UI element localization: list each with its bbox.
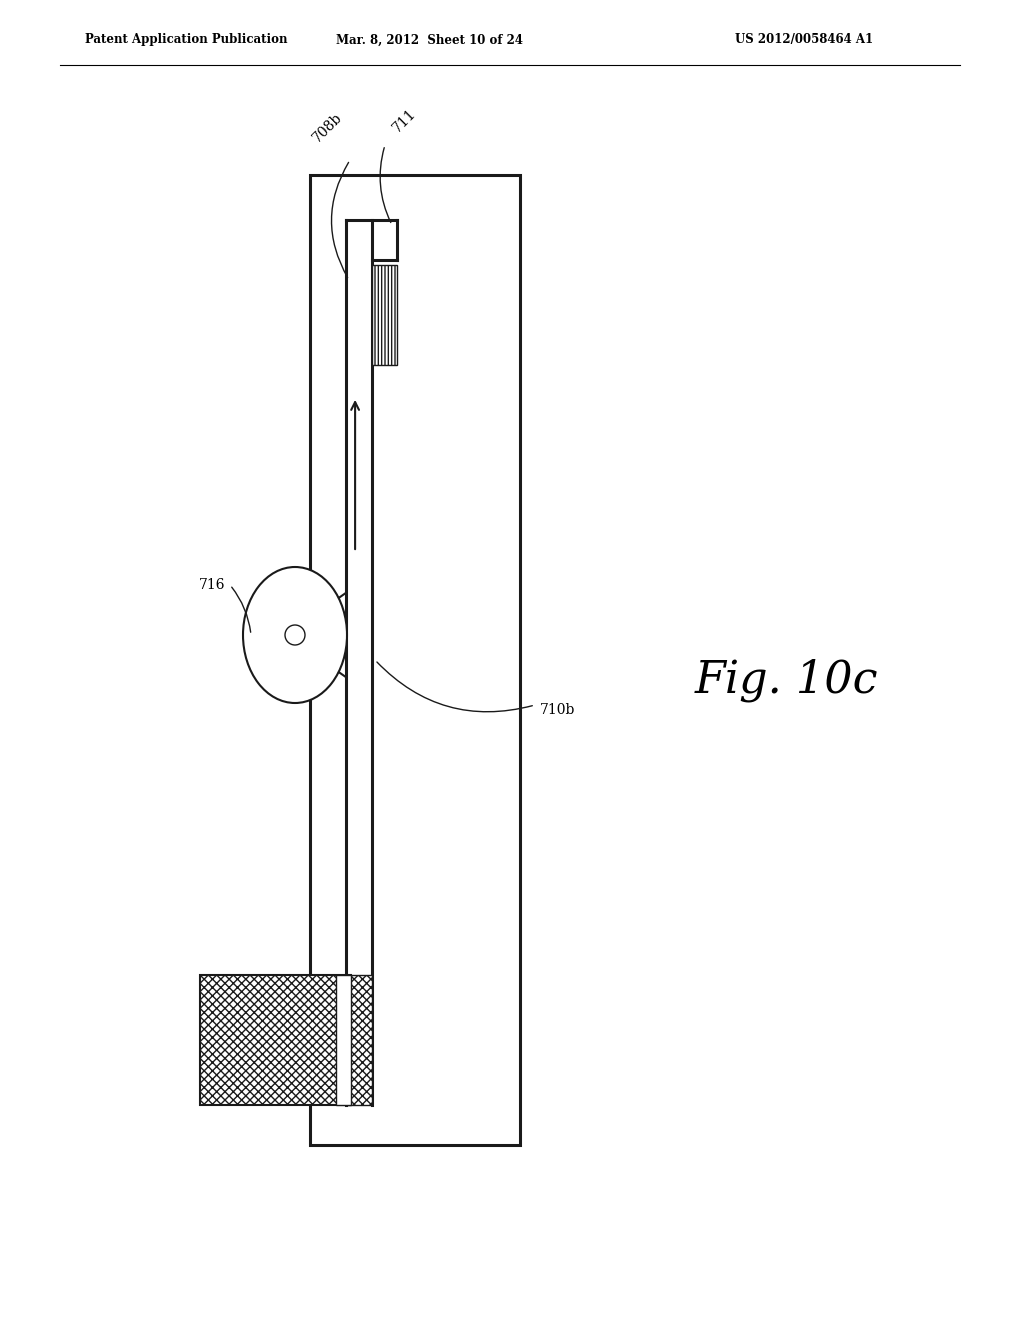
Text: 710b: 710b xyxy=(540,704,575,717)
Text: Patent Application Publication: Patent Application Publication xyxy=(85,33,288,46)
Bar xyxy=(310,176,520,1144)
Text: 708b: 708b xyxy=(310,110,345,145)
Bar xyxy=(200,975,351,1105)
Text: US 2012/0058464 A1: US 2012/0058464 A1 xyxy=(735,33,873,46)
Bar xyxy=(346,975,372,1105)
Text: 716: 716 xyxy=(199,578,225,591)
Ellipse shape xyxy=(243,568,347,704)
Circle shape xyxy=(285,624,305,645)
Bar xyxy=(372,265,397,366)
Text: Mar. 8, 2012  Sheet 10 of 24: Mar. 8, 2012 Sheet 10 of 24 xyxy=(337,33,523,46)
Bar xyxy=(200,975,336,1105)
Text: Fig. 10c: Fig. 10c xyxy=(695,659,879,702)
Text: 711: 711 xyxy=(390,107,419,135)
Bar xyxy=(336,975,351,1105)
